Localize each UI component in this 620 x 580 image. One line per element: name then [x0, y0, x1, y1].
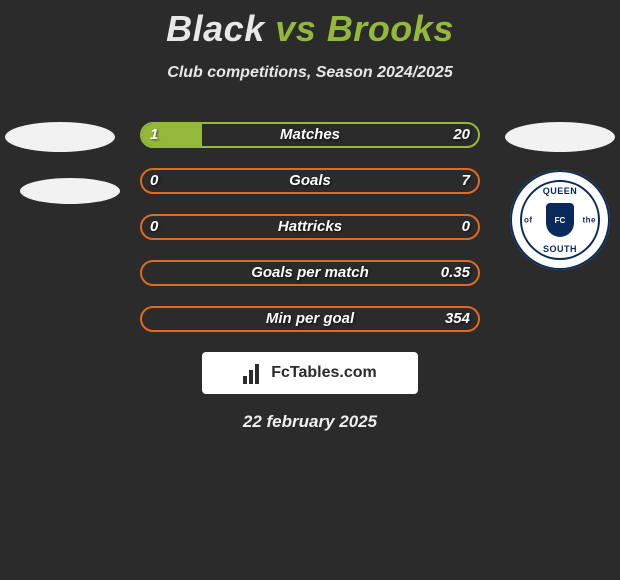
page-title: Black vs Brooks: [0, 0, 620, 50]
crest-text-top: QUEEN: [543, 186, 578, 196]
title-player1: Black: [166, 8, 265, 49]
chart-icon: [243, 362, 265, 384]
stat-row: 07Goals: [140, 168, 480, 194]
date-label: 22 february 2025: [0, 412, 620, 432]
stat-label: Hattricks: [140, 214, 480, 240]
crest-text-left: of: [524, 216, 533, 225]
attribution-label: FcTables.com: [271, 364, 377, 382]
avatar-placeholder-left-1: [5, 122, 115, 152]
attribution-badge: FcTables.com: [202, 352, 418, 394]
crest-shield: FC: [546, 203, 574, 237]
stat-label: Goals per match: [140, 260, 480, 286]
stat-row: 0.35Goals per match: [140, 260, 480, 286]
stat-label: Goals: [140, 168, 480, 194]
stats-panel: 120Matches 07Goals 00Hattricks 0.35Goals pe…: [140, 122, 480, 332]
stat-row: 354Min per goal: [140, 306, 480, 332]
stat-row: 120Matches: [140, 122, 480, 148]
stat-label: Min per goal: [140, 306, 480, 332]
crest-text-bottom: SOUTH: [543, 244, 577, 254]
crest-center-label: FC: [555, 216, 566, 225]
subtitle: Club competitions, Season 2024/2025: [0, 64, 620, 82]
stat-row: 00Hattricks: [140, 214, 480, 240]
stat-label: Matches: [140, 122, 480, 148]
title-player2: Brooks: [327, 8, 454, 49]
avatar-placeholder-right: [505, 122, 615, 152]
avatar-placeholder-left-2: [20, 178, 120, 204]
title-vs: vs: [275, 8, 316, 49]
club-crest: QUEEN of the SOUTH FC: [510, 170, 610, 270]
crest-text-right: the: [583, 216, 597, 225]
club-crest-ring: QUEEN of the SOUTH FC: [520, 180, 600, 260]
